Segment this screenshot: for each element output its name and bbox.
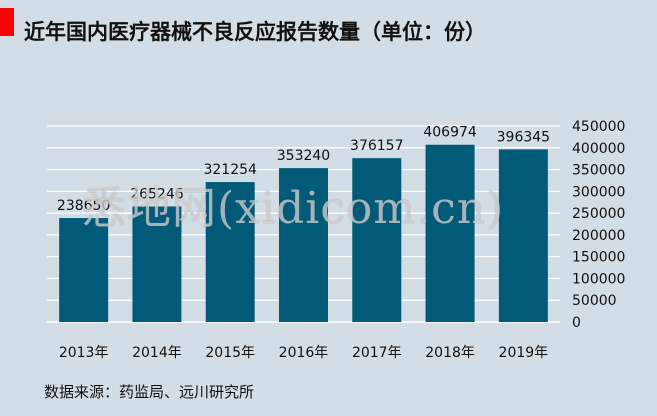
x-tick-label: 2013年 <box>59 345 109 361</box>
x-tick-label: 2015年 <box>205 345 255 361</box>
bar <box>498 149 548 322</box>
y-tick-label: 200000 <box>572 228 625 244</box>
y-tick-label: 300000 <box>572 184 625 200</box>
data-label: 376157 <box>350 138 403 154</box>
x-tick-label: 2019年 <box>499 345 549 361</box>
x-tick-label: 2016年 <box>279 345 329 361</box>
y-tick-label: 400000 <box>572 141 625 157</box>
y-tick-label: 450000 <box>572 119 625 135</box>
data-label: 396345 <box>497 129 550 145</box>
y-tick-label: 350000 <box>572 163 625 179</box>
x-tick-label: 2018年 <box>425 345 475 361</box>
bar <box>352 158 402 322</box>
bar <box>59 218 109 322</box>
bar <box>425 144 475 322</box>
accent-bar <box>0 8 14 36</box>
bar <box>279 168 328 322</box>
y-tick-label: 50000 <box>572 293 617 309</box>
y-tick-label: 100000 <box>572 271 625 287</box>
y-tick-label: 150000 <box>572 250 625 266</box>
x-tick-label: 2014年 <box>132 345 182 361</box>
y-tick-label: 0 <box>572 315 581 331</box>
bar <box>205 182 255 322</box>
source-note: 数据来源：药监局、远川研究所 <box>44 383 255 401</box>
data-label: 238650 <box>57 198 110 214</box>
data-label: 265246 <box>130 186 184 202</box>
data-label: 353240 <box>277 148 330 164</box>
data-label: 406974 <box>423 125 477 141</box>
x-tick-label: 2017年 <box>352 345 402 361</box>
chart-title: 近年国内医疗器械不良反应报告数量（单位：份） <box>24 20 486 44</box>
y-tick-label: 250000 <box>572 206 625 222</box>
data-label: 321254 <box>203 162 257 178</box>
bar <box>132 206 182 322</box>
